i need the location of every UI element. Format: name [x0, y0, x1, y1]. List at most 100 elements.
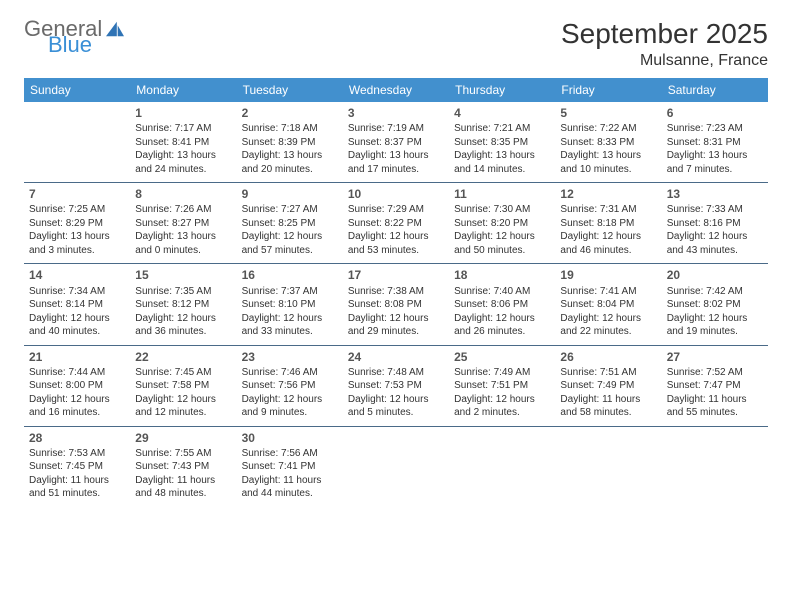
sunset-text: Sunset: 7:58 PM: [135, 379, 231, 393]
day-number: 11: [454, 186, 550, 202]
day-cell: 5Sunrise: 7:22 AMSunset: 8:33 PMDaylight…: [555, 102, 661, 183]
day-cell: 21Sunrise: 7:44 AMSunset: 8:00 PMDayligh…: [24, 345, 130, 426]
daylight-text: Daylight: 12 hours and 57 minutes.: [242, 230, 338, 257]
sunset-text: Sunset: 8:37 PM: [348, 136, 444, 150]
day-cell: 26Sunrise: 7:51 AMSunset: 7:49 PMDayligh…: [555, 345, 661, 426]
daylight-text: Daylight: 12 hours and 33 minutes.: [242, 312, 338, 339]
logo-word2: Blue: [48, 34, 126, 56]
day-cell: 28Sunrise: 7:53 AMSunset: 7:45 PMDayligh…: [24, 426, 130, 507]
sunrise-text: Sunrise: 7:18 AM: [242, 122, 338, 136]
day-cell: 16Sunrise: 7:37 AMSunset: 8:10 PMDayligh…: [237, 264, 343, 345]
day-number: 10: [348, 186, 444, 202]
sunset-text: Sunset: 8:00 PM: [29, 379, 125, 393]
daylight-text: Daylight: 12 hours and 53 minutes.: [348, 230, 444, 257]
sunrise-text: Sunrise: 7:30 AM: [454, 203, 550, 217]
day-cell: [662, 426, 768, 507]
sunset-text: Sunset: 7:49 PM: [560, 379, 656, 393]
sunset-text: Sunset: 8:35 PM: [454, 136, 550, 150]
sunset-text: Sunset: 7:43 PM: [135, 460, 231, 474]
day-number: 20: [667, 267, 763, 283]
daylight-text: Daylight: 12 hours and 43 minutes.: [667, 230, 763, 257]
day-cell: 7Sunrise: 7:25 AMSunset: 8:29 PMDaylight…: [24, 183, 130, 264]
daylight-text: Daylight: 12 hours and 5 minutes.: [348, 393, 444, 420]
sunrise-text: Sunrise: 7:25 AM: [29, 203, 125, 217]
day-number: 23: [242, 349, 338, 365]
daylight-text: Daylight: 11 hours and 48 minutes.: [135, 474, 231, 501]
day-cell: [24, 102, 130, 183]
day-cell: [449, 426, 555, 507]
sunrise-text: Sunrise: 7:19 AM: [348, 122, 444, 136]
sunset-text: Sunset: 8:20 PM: [454, 217, 550, 231]
daylight-text: Daylight: 11 hours and 51 minutes.: [29, 474, 125, 501]
daylight-text: Daylight: 13 hours and 10 minutes.: [560, 149, 656, 176]
daylight-text: Daylight: 12 hours and 46 minutes.: [560, 230, 656, 257]
sunrise-text: Sunrise: 7:42 AM: [667, 285, 763, 299]
day-cell: [555, 426, 661, 507]
weekday-header-row: Sunday Monday Tuesday Wednesday Thursday…: [24, 78, 768, 102]
day-number: 3: [348, 105, 444, 121]
sunset-text: Sunset: 8:14 PM: [29, 298, 125, 312]
sunrise-text: Sunrise: 7:45 AM: [135, 366, 231, 380]
sunrise-text: Sunrise: 7:55 AM: [135, 447, 231, 461]
col-monday: Monday: [130, 78, 236, 102]
day-cell: 24Sunrise: 7:48 AMSunset: 7:53 PMDayligh…: [343, 345, 449, 426]
daylight-text: Daylight: 13 hours and 17 minutes.: [348, 149, 444, 176]
col-friday: Friday: [555, 78, 661, 102]
sunset-text: Sunset: 8:12 PM: [135, 298, 231, 312]
sunrise-text: Sunrise: 7:34 AM: [29, 285, 125, 299]
day-cell: 30Sunrise: 7:56 AMSunset: 7:41 PMDayligh…: [237, 426, 343, 507]
col-sunday: Sunday: [24, 78, 130, 102]
page-header: General Blue September 2025 Mulsanne, Fr…: [24, 18, 768, 70]
week-row: 14Sunrise: 7:34 AMSunset: 8:14 PMDayligh…: [24, 264, 768, 345]
location-label: Mulsanne, France: [561, 52, 768, 70]
day-cell: 29Sunrise: 7:55 AMSunset: 7:43 PMDayligh…: [130, 426, 236, 507]
week-row: 1Sunrise: 7:17 AMSunset: 8:41 PMDaylight…: [24, 102, 768, 183]
day-cell: 15Sunrise: 7:35 AMSunset: 8:12 PMDayligh…: [130, 264, 236, 345]
daylight-text: Daylight: 12 hours and 2 minutes.: [454, 393, 550, 420]
sunrise-text: Sunrise: 7:46 AM: [242, 366, 338, 380]
daylight-text: Daylight: 13 hours and 3 minutes.: [29, 230, 125, 257]
day-number: 28: [29, 430, 125, 446]
daylight-text: Daylight: 12 hours and 9 minutes.: [242, 393, 338, 420]
daylight-text: Daylight: 12 hours and 26 minutes.: [454, 312, 550, 339]
sunrise-text: Sunrise: 7:52 AM: [667, 366, 763, 380]
sunrise-text: Sunrise: 7:41 AM: [560, 285, 656, 299]
day-cell: 19Sunrise: 7:41 AMSunset: 8:04 PMDayligh…: [555, 264, 661, 345]
col-saturday: Saturday: [662, 78, 768, 102]
col-tuesday: Tuesday: [237, 78, 343, 102]
day-number: 1: [135, 105, 231, 121]
day-number: 27: [667, 349, 763, 365]
day-number: 15: [135, 267, 231, 283]
sunrise-text: Sunrise: 7:27 AM: [242, 203, 338, 217]
day-cell: 10Sunrise: 7:29 AMSunset: 8:22 PMDayligh…: [343, 183, 449, 264]
sunset-text: Sunset: 8:41 PM: [135, 136, 231, 150]
sunrise-text: Sunrise: 7:26 AM: [135, 203, 231, 217]
week-row: 28Sunrise: 7:53 AMSunset: 7:45 PMDayligh…: [24, 426, 768, 507]
day-cell: 9Sunrise: 7:27 AMSunset: 8:25 PMDaylight…: [237, 183, 343, 264]
sunrise-text: Sunrise: 7:51 AM: [560, 366, 656, 380]
sunset-text: Sunset: 7:56 PM: [242, 379, 338, 393]
sunrise-text: Sunrise: 7:53 AM: [29, 447, 125, 461]
day-cell: [343, 426, 449, 507]
daylight-text: Daylight: 13 hours and 0 minutes.: [135, 230, 231, 257]
sunset-text: Sunset: 8:08 PM: [348, 298, 444, 312]
day-cell: 13Sunrise: 7:33 AMSunset: 8:16 PMDayligh…: [662, 183, 768, 264]
day-number: 7: [29, 186, 125, 202]
sunrise-text: Sunrise: 7:35 AM: [135, 285, 231, 299]
month-title: September 2025: [561, 18, 768, 50]
day-cell: 8Sunrise: 7:26 AMSunset: 8:27 PMDaylight…: [130, 183, 236, 264]
daylight-text: Daylight: 12 hours and 29 minutes.: [348, 312, 444, 339]
day-number: 29: [135, 430, 231, 446]
sunset-text: Sunset: 8:04 PM: [560, 298, 656, 312]
sunrise-text: Sunrise: 7:40 AM: [454, 285, 550, 299]
sunset-text: Sunset: 8:06 PM: [454, 298, 550, 312]
sunrise-text: Sunrise: 7:37 AM: [242, 285, 338, 299]
sunset-text: Sunset: 8:31 PM: [667, 136, 763, 150]
sunset-text: Sunset: 8:25 PM: [242, 217, 338, 231]
sunrise-text: Sunrise: 7:29 AM: [348, 203, 444, 217]
day-cell: 12Sunrise: 7:31 AMSunset: 8:18 PMDayligh…: [555, 183, 661, 264]
day-number: 16: [242, 267, 338, 283]
sunrise-text: Sunrise: 7:22 AM: [560, 122, 656, 136]
day-cell: 25Sunrise: 7:49 AMSunset: 7:51 PMDayligh…: [449, 345, 555, 426]
sunset-text: Sunset: 8:16 PM: [667, 217, 763, 231]
